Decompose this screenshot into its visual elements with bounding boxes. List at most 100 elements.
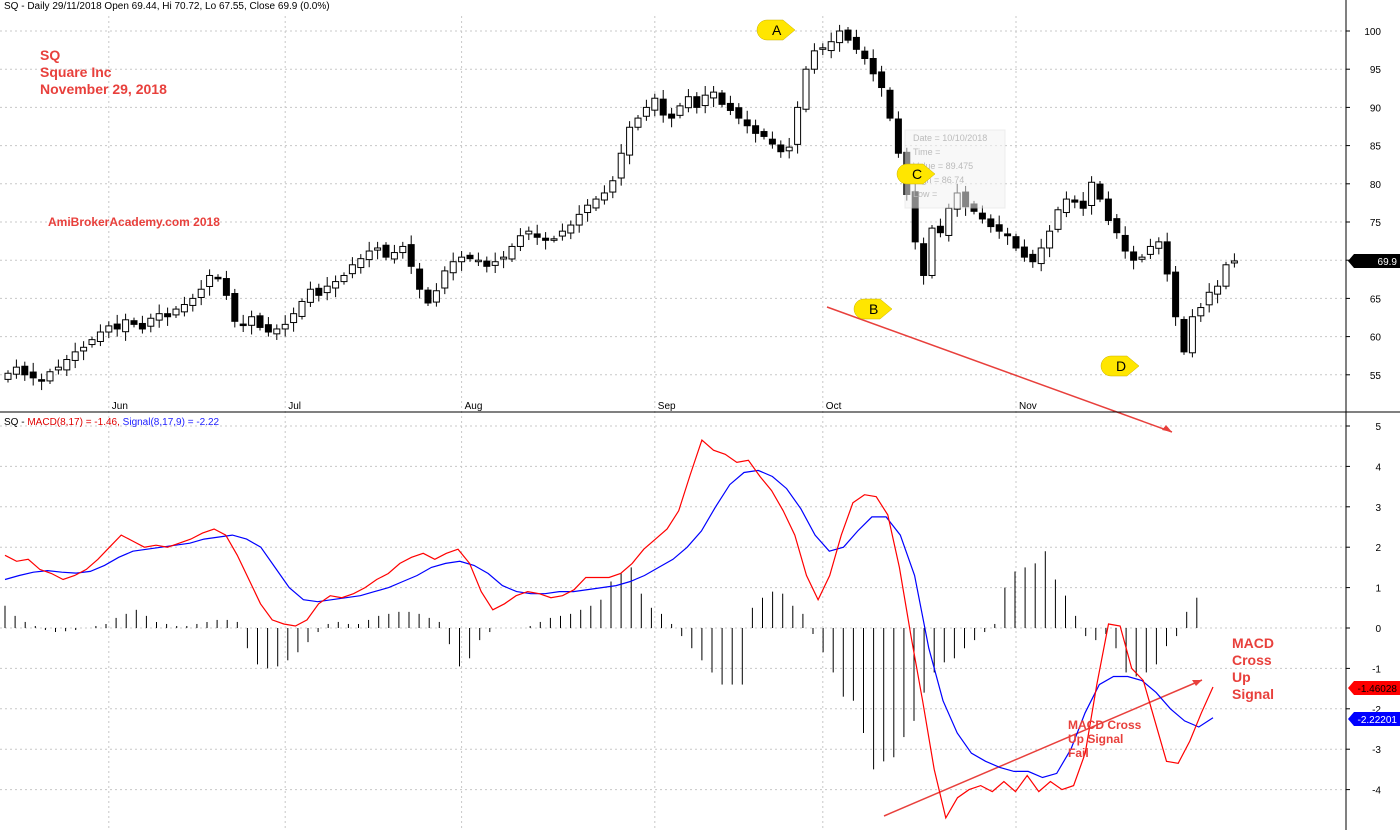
- callout-b: B: [853, 298, 893, 320]
- month-label: Sep: [658, 401, 676, 412]
- candle-body-up: [88, 339, 96, 346]
- month-label: Jul: [288, 401, 301, 412]
- candle-body-up: [575, 213, 583, 226]
- trendlines: [826, 306, 1203, 817]
- candle: [1230, 253, 1238, 268]
- candle: [399, 241, 407, 259]
- candle-body-up: [340, 274, 348, 283]
- candle-body-up: [1222, 264, 1230, 287]
- candle: [474, 252, 482, 267]
- macd-tick-label: 5: [1375, 422, 1381, 433]
- candle: [357, 254, 365, 274]
- candle: [12, 359, 20, 379]
- candle: [768, 131, 776, 149]
- candle-body-up: [54, 366, 62, 371]
- tooltip: Date = 10/10/2018 Time = Value = 89.475 Hig…: [904, 129, 1006, 209]
- candle: [231, 288, 239, 328]
- candle-body-up: [584, 204, 592, 214]
- candle-body-up: [626, 126, 634, 156]
- candle-body-up: [189, 297, 197, 306]
- candle-body-up: [12, 366, 20, 375]
- candle: [794, 101, 802, 154]
- note-signal-line-1: MACD: [1232, 635, 1274, 651]
- candle-body-up: [458, 256, 466, 263]
- candle: [710, 86, 718, 108]
- candle: [1113, 214, 1121, 239]
- tooltip-line: Date = 10/10/2018: [913, 133, 987, 143]
- candle: [458, 251, 466, 271]
- macd-line: [4, 439, 1214, 820]
- callout-letter: A: [772, 22, 782, 38]
- candle: [542, 232, 550, 250]
- candle: [374, 241, 382, 260]
- candle: [1214, 280, 1222, 304]
- candle: [206, 269, 214, 296]
- candle-body-down: [1121, 234, 1129, 252]
- candle: [609, 176, 617, 199]
- candle-body-up: [374, 247, 382, 251]
- candle-body-down: [1079, 200, 1087, 209]
- candle-body-down: [1180, 318, 1188, 353]
- candle: [525, 226, 533, 241]
- candle: [533, 224, 541, 245]
- candle: [827, 32, 835, 59]
- candle-body-down: [1104, 198, 1112, 221]
- candle: [752, 119, 760, 143]
- candle-body-down: [382, 244, 390, 258]
- candlestick-series: [4, 24, 1238, 391]
- candle-body-up: [290, 313, 298, 324]
- candle: [743, 110, 751, 134]
- candle: [164, 307, 172, 326]
- candle: [382, 242, 390, 261]
- candle: [1079, 192, 1087, 216]
- macd-tick-label: 3: [1375, 503, 1381, 514]
- candle-body-down: [852, 36, 860, 50]
- candle-body-up: [147, 317, 155, 327]
- candle-body-up: [1062, 198, 1070, 214]
- candle: [1071, 195, 1079, 209]
- candle: [1205, 283, 1213, 313]
- candle-body-up: [1138, 256, 1146, 260]
- candle-body-down: [1113, 218, 1121, 234]
- value-label-text: -1.46028: [1358, 684, 1398, 695]
- candle: [323, 277, 331, 301]
- candle-body-up: [945, 207, 953, 236]
- candle-body-up: [500, 256, 508, 260]
- candle: [802, 66, 810, 113]
- candle: [995, 215, 1003, 239]
- candle: [298, 298, 306, 320]
- candle: [1054, 206, 1062, 233]
- candle-body-down: [138, 322, 146, 330]
- macd-lines: [4, 439, 1214, 820]
- candle: [1029, 249, 1037, 268]
- candle-body-down: [1071, 199, 1079, 203]
- candle-body-up: [432, 290, 440, 303]
- tooltip-line: Low =: [913, 189, 937, 199]
- candle: [63, 354, 71, 377]
- candle-body-down: [21, 365, 29, 376]
- value-label-box: [1348, 712, 1400, 726]
- candle-body-up: [508, 245, 516, 260]
- candle-body-up: [1197, 307, 1205, 317]
- candle-body-down: [936, 225, 944, 234]
- candle: [861, 46, 869, 65]
- candle: [1197, 302, 1205, 322]
- candle-body-up: [1230, 260, 1238, 264]
- callout-a: A: [756, 19, 796, 41]
- candle: [718, 89, 726, 108]
- candle-body-up: [617, 152, 625, 179]
- candle-body-up: [710, 91, 718, 99]
- candle-body-up: [819, 47, 827, 50]
- note-cross-up-signal: MACD Cross Up Signal: [1232, 635, 1274, 703]
- candle: [96, 324, 104, 347]
- candle-body-up: [273, 328, 281, 335]
- candle: [668, 108, 676, 128]
- candle: [4, 370, 12, 383]
- candle-body-up: [1088, 181, 1096, 206]
- candle: [819, 43, 827, 56]
- candle-body-down: [861, 50, 869, 60]
- candle-body-down: [668, 113, 676, 119]
- candle: [390, 244, 398, 264]
- candle-body-up: [794, 106, 802, 145]
